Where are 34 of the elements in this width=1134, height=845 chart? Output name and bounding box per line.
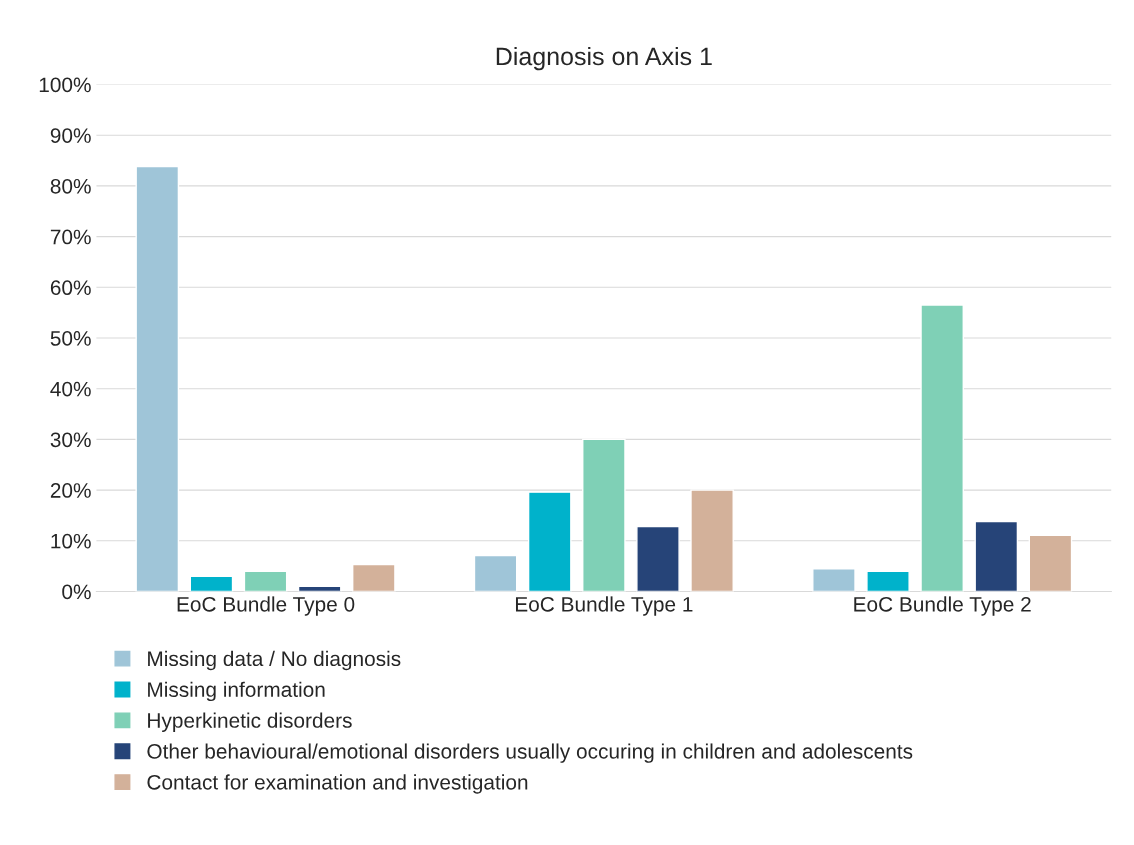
bar: [135, 165, 180, 592]
y-tick-label: 20%: [50, 483, 91, 498]
bar: [582, 438, 626, 592]
legend-label: Hyperkinetic disorders: [148, 712, 352, 732]
y-tick-label: 30%: [50, 432, 91, 448]
bar: [920, 304, 964, 592]
bar: [974, 520, 1019, 592]
y-tick-label: 60%: [50, 280, 91, 296]
bar: [473, 554, 518, 592]
bar: [690, 489, 734, 592]
bar: [1028, 534, 1073, 592]
bar: [243, 570, 288, 592]
legend-label: Missing data / No diagnosis: [148, 650, 401, 671]
bar: [866, 570, 910, 592]
x-tick-label: EoC Bundle Type 0: [177, 596, 355, 616]
bar: [636, 525, 680, 592]
bar: [812, 567, 856, 592]
y-tick-label: 90%: [50, 128, 91, 143]
y-tick-label: 100%: [39, 77, 91, 93]
y-tick-label: 70%: [50, 229, 91, 245]
chart-title: Diagnosis on Axis 1: [496, 46, 712, 71]
legend-label: Contact for examination and investigation: [147, 774, 528, 794]
x-tick-label: EoC Bundle Type 1: [515, 596, 693, 616]
legend-label: Missing information: [148, 681, 325, 702]
y-tick-label: 80%: [50, 178, 91, 194]
x-tick-label: EoC Bundle Type 2: [854, 596, 1031, 616]
bar: [527, 491, 572, 592]
bar: [189, 575, 234, 592]
bar: [351, 563, 396, 592]
y-tick-label: 50%: [50, 331, 91, 346]
y-tick-label: 0%: [62, 584, 91, 600]
y-tick-label: 10%: [51, 533, 91, 549]
y-tick-label: 40%: [50, 381, 91, 397]
legend-label: Other behavioural/emotional disorders usually occuring in children and adolescents: [147, 743, 913, 763]
